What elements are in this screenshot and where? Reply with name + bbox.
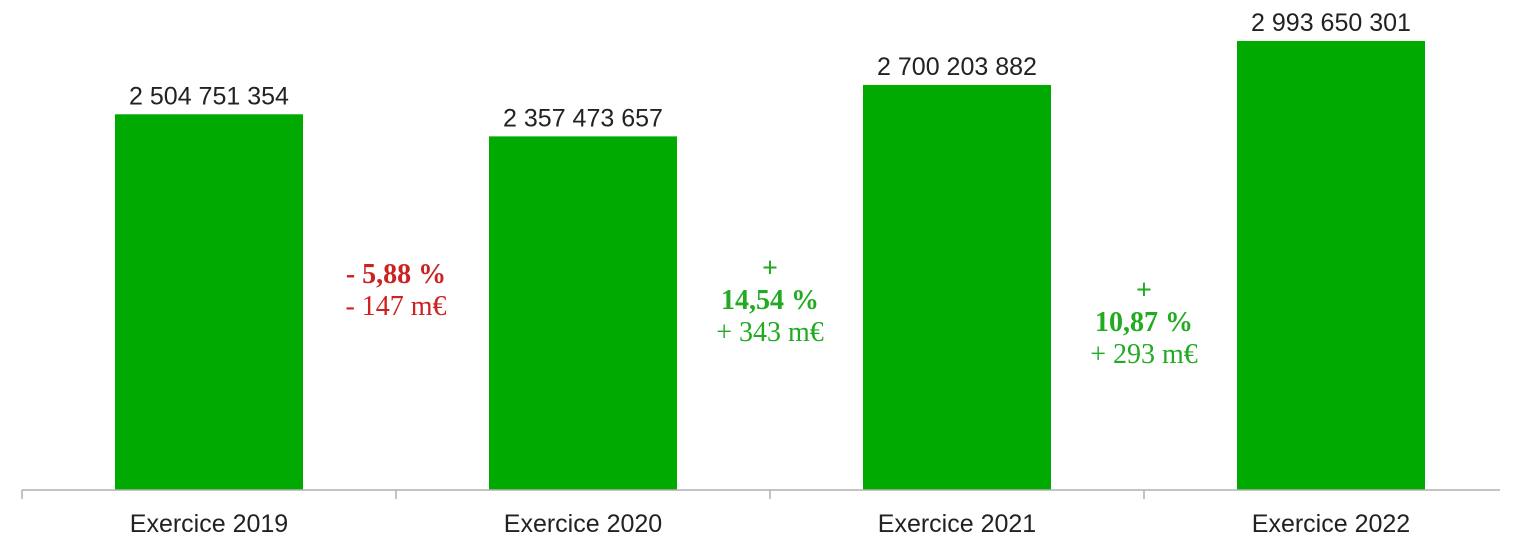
change-amount-2: + 343 m€ (716, 317, 824, 348)
change-percent-2: 14,54 % (721, 285, 819, 316)
category-label-2: Exercice 2020 (504, 510, 662, 538)
change-sign-2: + (762, 253, 778, 284)
change-amount-1: - 147 m€ (345, 291, 446, 322)
category-label-3: Exercice 2021 (878, 510, 1036, 538)
category-labels-group: Exercice 2019 Exercice 2020 Exercice 2021 E… (130, 510, 1410, 538)
bar-1 (115, 114, 303, 491)
value-label-4: 2 993 650 301 (1251, 9, 1411, 37)
change-amount-3: + 293 m€ (1090, 339, 1198, 370)
bar-4 (1237, 40, 1425, 490)
bar-2 (489, 136, 677, 490)
value-label-1: 2 504 751 354 (129, 82, 289, 110)
bar-3 (863, 84, 1051, 490)
value-labels-group: 2 504 751 354 2 357 473 657 2 700 203 882 2… (129, 9, 1411, 132)
bars-group (115, 40, 1425, 491)
value-label-2: 2 357 473 657 (503, 104, 663, 132)
change-percent-1: - 5,88 % (346, 259, 446, 290)
value-label-3: 2 700 203 882 (877, 53, 1037, 81)
category-label-4: Exercice 2022 (1252, 510, 1410, 538)
category-label-1: Exercice 2019 (130, 510, 288, 538)
x-axis-ticks (21, 490, 1145, 499)
change-percent-3: 10,87 % (1095, 307, 1193, 338)
change-sign-3: + (1136, 275, 1152, 306)
change-annotations-group: - 5,88 %- 147 m€ +14,54 %+ 343 m€ +10,87 %… (345, 253, 1197, 370)
